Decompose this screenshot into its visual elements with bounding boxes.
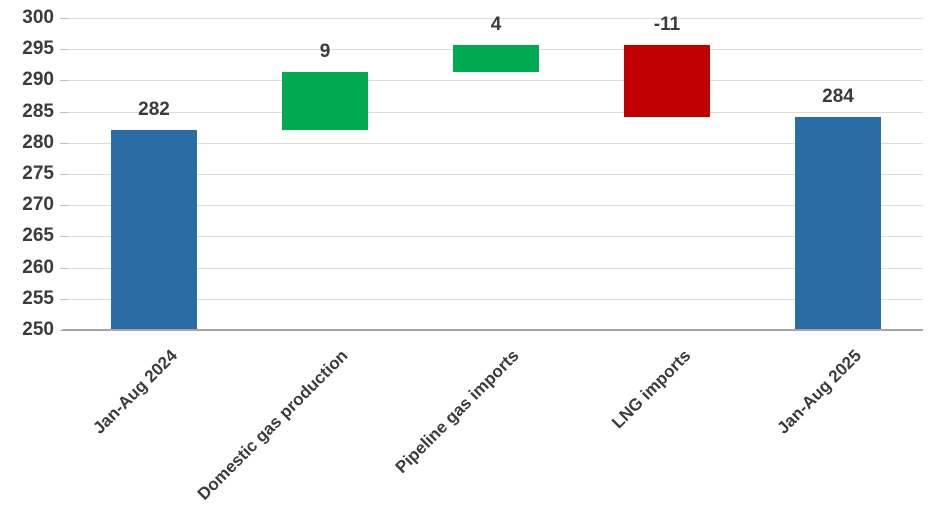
bar-domestic-gas-production xyxy=(282,72,368,130)
y-axis-tick-label: 255 xyxy=(22,288,54,309)
y-axis-tick-label: 275 xyxy=(22,163,54,184)
value-label-pipeline-gas-imports: 4 xyxy=(490,14,502,35)
y-tick-290 xyxy=(60,80,68,81)
value-label-jan-aug-2024: 282 xyxy=(138,99,170,120)
y-tick-255 xyxy=(60,299,68,300)
x-axis-label-lng-imports: LNG imports xyxy=(607,346,694,433)
y-axis-tick-label: 280 xyxy=(22,132,54,153)
gridline-255 xyxy=(68,299,923,300)
y-axis-tick-label: 295 xyxy=(22,38,54,59)
y-tick-270 xyxy=(60,205,68,206)
gridline-280 xyxy=(68,143,923,144)
y-tick-280 xyxy=(60,143,68,144)
gridline-290 xyxy=(68,80,923,81)
y-axis-tick-label: 270 xyxy=(22,194,54,215)
y-axis-tick-label: 290 xyxy=(22,69,54,90)
y-axis-tick-label: 265 xyxy=(22,225,54,246)
y-tick-285 xyxy=(60,112,68,113)
y-axis-tick-label: 300 xyxy=(22,7,54,28)
x-axis-label-pipeline-gas-imports: Pipeline gas imports xyxy=(391,346,523,478)
y-axis-tick-label: 260 xyxy=(22,257,54,278)
bar-pipeline-gas-imports xyxy=(453,45,539,72)
y-axis-tick-label: 285 xyxy=(22,101,54,122)
gridline-300 xyxy=(68,18,923,19)
y-tick-260 xyxy=(60,268,68,269)
y-tick-300 xyxy=(60,18,68,19)
y-tick-265 xyxy=(60,236,68,237)
bar-lng-imports xyxy=(624,45,710,117)
y-tick-275 xyxy=(60,174,68,175)
value-label-lng-imports: -11 xyxy=(653,14,681,35)
gridline-260 xyxy=(68,268,923,269)
x-axis-line xyxy=(62,329,923,331)
y-tick-295 xyxy=(60,49,68,50)
bar-jan-aug-2024 xyxy=(111,130,197,330)
gridline-275 xyxy=(68,174,923,175)
y-axis-tick-label: 250 xyxy=(22,319,54,340)
gridline-285 xyxy=(68,112,923,113)
value-label-jan-aug-2025: 284 xyxy=(822,86,854,107)
gridline-270 xyxy=(68,205,923,206)
x-axis-label-jan-aug-2025: Jan-Aug 2025 xyxy=(773,346,865,438)
gridline-265 xyxy=(68,236,923,237)
bar-jan-aug-2025 xyxy=(795,117,881,330)
value-label-domestic-gas-production: 9 xyxy=(319,41,331,62)
x-axis-label-domestic-gas-production: Domestic gas production xyxy=(194,346,352,504)
x-axis-label-jan-aug-2024: Jan-Aug 2024 xyxy=(89,346,181,438)
